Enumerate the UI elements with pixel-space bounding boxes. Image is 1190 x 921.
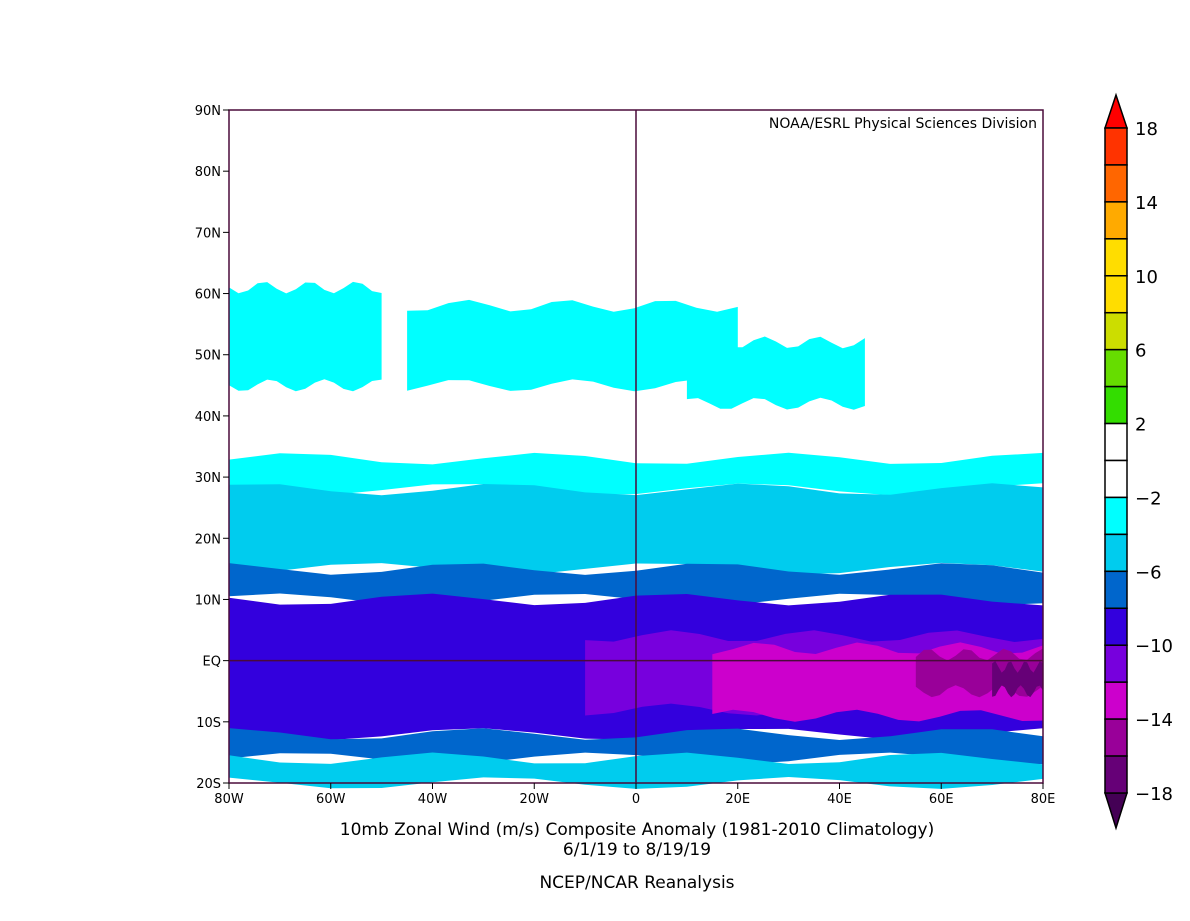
colorbar-box xyxy=(1104,164,1128,203)
colorbar-label: 6 xyxy=(1135,341,1146,362)
colorbar-label: −10 xyxy=(1135,636,1173,657)
colorbar-box xyxy=(1104,607,1128,646)
colorbar-box xyxy=(1104,238,1128,277)
x-tick-label: 40W xyxy=(418,792,448,807)
colorbar-label: −18 xyxy=(1135,784,1173,805)
axis-ticks: 80W 60W 40W 20W 0 20E 40E 60E 80E 90N 80N 70N 60N 50N… xyxy=(195,104,1056,807)
y-tick-label: 10S xyxy=(196,716,221,731)
colorbar-label: 14 xyxy=(1135,193,1158,214)
colorbar-box xyxy=(1104,422,1128,462)
colorbar-box xyxy=(1104,127,1128,166)
y-tick-label: 50N xyxy=(195,349,221,364)
colorbar-box xyxy=(1104,459,1128,499)
chart-title: 10mb Zonal Wind (m/s) Composite Anomaly … xyxy=(340,820,934,840)
colorbar: 18 14 10 6 2 −2 −6 −10 −14 −18 xyxy=(1103,92,1173,831)
source-label: NCEP/NCAR Reanalysis xyxy=(539,873,734,893)
colorbar-box xyxy=(1104,570,1128,610)
colorbar-box xyxy=(1104,644,1128,683)
y-tick-label: 20N xyxy=(195,532,221,547)
colorbar-box xyxy=(1104,348,1128,388)
x-tick-label: 60E xyxy=(929,792,954,807)
colorbar-label: −2 xyxy=(1135,488,1162,509)
colorbar-over-triangle xyxy=(1103,92,1129,129)
x-tick-label: 80E xyxy=(1031,792,1056,807)
x-tick-label: 60W xyxy=(316,792,346,807)
colorbar-box xyxy=(1104,496,1128,536)
field-contour-band xyxy=(992,661,1043,698)
x-tick-label: 0 xyxy=(632,792,640,807)
colorbar-box xyxy=(1104,201,1128,240)
colorbar-box xyxy=(1104,533,1128,573)
y-tick-label: 10N xyxy=(195,593,221,608)
colorbar-under-triangle xyxy=(1103,792,1129,831)
colorbar-box xyxy=(1104,681,1128,720)
colorbar-box xyxy=(1104,385,1128,425)
colorbar-box xyxy=(1104,311,1128,351)
y-tick-label: 80N xyxy=(195,165,221,180)
chart-subtitle: 6/1/19 to 8/19/19 xyxy=(563,840,711,860)
y-tick-label: 70N xyxy=(195,226,221,241)
colorbar-label: 2 xyxy=(1135,415,1146,436)
field-contour-band xyxy=(229,281,382,392)
x-tick-label: 80W xyxy=(214,792,244,807)
x-tick-label: 20W xyxy=(520,792,550,807)
colorbar-box xyxy=(1104,755,1128,794)
field-contour-band xyxy=(407,299,738,392)
y-tick-label: 40N xyxy=(195,410,221,425)
credit-label: NOAA/ESRL Physical Sciences Division xyxy=(769,116,1037,132)
colorbar-label: −6 xyxy=(1135,562,1162,583)
y-tick-label: EQ xyxy=(203,655,221,670)
y-tick-label: 30N xyxy=(195,471,221,486)
x-tick-label: 40E xyxy=(827,792,852,807)
y-tick-label: 60N xyxy=(195,288,221,303)
y-tick-label: 20S xyxy=(196,777,221,792)
field-contour-band xyxy=(686,336,865,410)
colorbar-label: 18 xyxy=(1135,119,1158,140)
x-tick-label: 20E xyxy=(725,792,750,807)
y-tick-label: 90N xyxy=(195,104,221,119)
colorbar-label: −14 xyxy=(1135,710,1173,731)
colorbar-label: 10 xyxy=(1135,267,1158,288)
colorbar-box xyxy=(1104,718,1128,757)
colorbar-box xyxy=(1104,275,1128,314)
